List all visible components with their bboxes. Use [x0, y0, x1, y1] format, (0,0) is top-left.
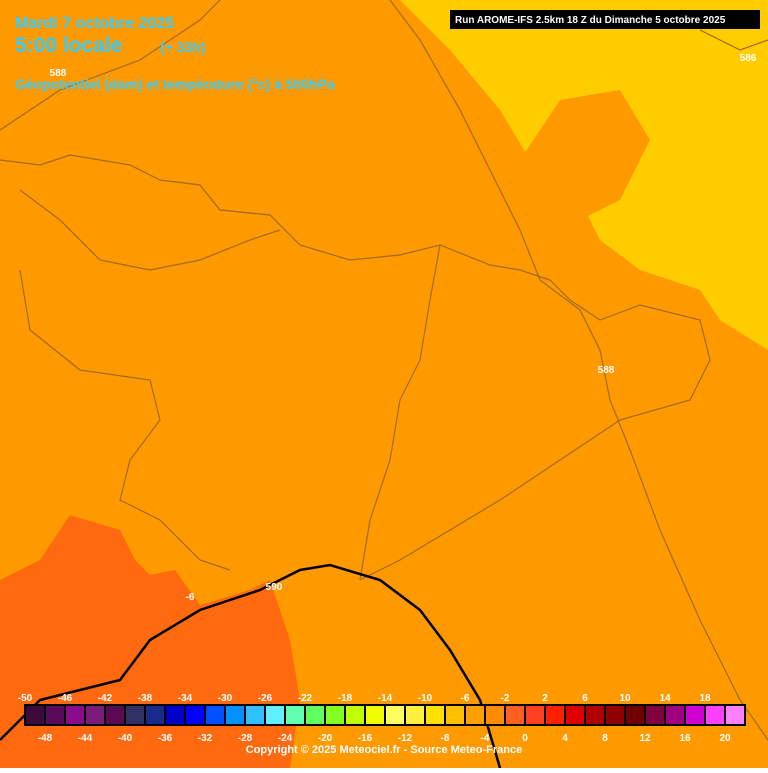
contour-line — [0, 563, 502, 769]
colorbar-label: -40 — [118, 733, 133, 744]
lead-time: (+ 33h) — [160, 39, 206, 55]
colorbar-label: -26 — [258, 693, 273, 704]
colorbar-label: -20 — [318, 733, 333, 744]
colorbar-label: 8 — [602, 733, 608, 744]
run-box — [450, 10, 760, 29]
colorbar-label: -10 — [418, 693, 433, 704]
colorbar-label: 12 — [639, 733, 651, 744]
color-swatch — [646, 706, 664, 724]
subtitle: Géopotentiel (dam) et température (°c) à… — [15, 76, 335, 92]
color-swatch — [186, 706, 204, 724]
border — [0, 0, 768, 741]
date: Mardi 7 octobre 2025 — [15, 15, 174, 32]
color-swatch — [126, 706, 144, 724]
color-swatch — [626, 706, 644, 724]
color-swatch — [246, 706, 264, 724]
colorbar-label: -24 — [278, 733, 293, 744]
colorbar-label: -28 — [238, 733, 253, 744]
color-swatch — [266, 706, 284, 724]
color-swatch — [166, 706, 184, 724]
colorbar-label: -16 — [358, 733, 373, 744]
colorbar-label: 16 — [679, 733, 691, 744]
border — [19, 189, 441, 581]
color-swatch — [406, 706, 424, 724]
color-swatch — [226, 706, 244, 724]
color-swatch — [586, 706, 604, 724]
contour-label: 590 — [266, 582, 283, 593]
colorbar-label: -48 — [38, 733, 53, 744]
colorbar-label: 14 — [659, 693, 671, 704]
colorbar-label: 4 — [562, 733, 568, 744]
colorbar-label: -46 — [58, 693, 73, 704]
copyright: Copyright © 2025 Meteociel.fr - Source M… — [246, 744, 522, 756]
color-swatch — [366, 706, 384, 724]
color-swatch — [306, 706, 324, 724]
colorbar-label: 0 — [522, 733, 528, 744]
color-swatch — [686, 706, 704, 724]
colorbar-label: -34 — [178, 693, 193, 704]
contour-label: 586 — [740, 53, 757, 64]
color-swatch — [346, 706, 364, 724]
color-swatch — [86, 706, 104, 724]
color-swatch — [606, 706, 624, 724]
color-swatch — [146, 706, 164, 724]
color-swatch — [706, 706, 724, 724]
colorbar-label: -4 — [481, 733, 490, 744]
color-swatch — [286, 706, 304, 724]
colorbar-label: -22 — [298, 693, 313, 704]
colorbar-label: -32 — [198, 733, 213, 744]
border — [0, 154, 711, 581]
colorbar-label: 10 — [619, 693, 631, 704]
color-swatch — [546, 706, 564, 724]
contour-label: -6 — [186, 592, 195, 603]
color-swatch — [666, 706, 684, 724]
colorbar-label: -36 — [158, 733, 173, 744]
color-swatch — [446, 706, 464, 724]
color-swatch — [486, 706, 504, 724]
colorbar-label: -30 — [218, 693, 233, 704]
color-swatch — [46, 706, 64, 724]
color-swatch — [466, 706, 484, 724]
color-swatch — [206, 706, 224, 724]
colorbar-label: 20 — [719, 733, 731, 744]
color-swatch — [326, 706, 344, 724]
contour-label: 588 — [50, 68, 67, 79]
cool-zone — [520, 90, 650, 220]
contour-label: 588 — [598, 365, 615, 376]
color-swatch — [726, 706, 744, 724]
colorbar-label: -38 — [138, 693, 153, 704]
run-info: Run AROME-IFS 2.5km 18 Z du Dimanche 5 o… — [455, 15, 726, 26]
colorbar-label: -8 — [441, 733, 450, 744]
color-swatch — [506, 706, 524, 724]
colorbar-label: -2 — [501, 693, 510, 704]
colorbar-label: -12 — [398, 733, 413, 744]
colorbar-label: -6 — [461, 693, 470, 704]
color-swatch — [386, 706, 404, 724]
color-swatch — [26, 706, 44, 724]
colorbar-label: 18 — [699, 693, 711, 704]
color-swatch — [426, 706, 444, 724]
color-swatch — [566, 706, 584, 724]
time: 5:00 locale — [15, 34, 122, 57]
color-swatch — [106, 706, 124, 724]
colorbar-label: 6 — [582, 693, 588, 704]
color-swatch — [66, 706, 84, 724]
colorbar-frame — [24, 704, 746, 726]
colorbar-label: -50 — [18, 693, 33, 704]
color-swatch — [526, 706, 544, 724]
colorbar-label: -42 — [98, 693, 113, 704]
colorbar-label: -14 — [378, 693, 393, 704]
colorbar-label: 2 — [542, 693, 548, 704]
colorbar-label: -18 — [338, 693, 353, 704]
colorbar-label: -44 — [78, 733, 93, 744]
